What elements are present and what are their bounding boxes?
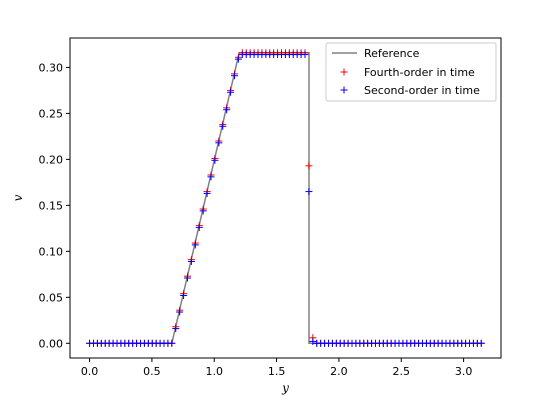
second-order-point — [207, 173, 215, 181]
second-order-point — [176, 308, 184, 316]
y-axis-label: v — [11, 194, 25, 201]
legend-label-fourth-order: Fourth-order in time — [364, 66, 475, 79]
second-order-point — [215, 139, 223, 147]
second-order-point — [180, 291, 188, 299]
second-order-point — [168, 339, 176, 347]
second-order-point — [234, 55, 242, 63]
second-order-point — [195, 223, 203, 231]
y-tick-label: 0.30 — [39, 61, 64, 74]
fourth-order-point — [305, 162, 313, 170]
legend-marker — [340, 86, 348, 94]
second-order-point — [230, 72, 238, 80]
legend: Reference Fourth-order in time Second-or… — [325, 42, 497, 102]
second-order-point — [305, 188, 313, 196]
x-tick-label: 2.5 — [393, 365, 411, 378]
x-tick-label: 1.5 — [268, 365, 286, 378]
legend-label-reference: Reference — [364, 47, 420, 60]
x-axis-label: y — [281, 381, 289, 395]
x-tick-label: 2.0 — [330, 365, 348, 378]
x-tick-label: 0.0 — [81, 365, 99, 378]
x-tick-label: 0.5 — [143, 365, 161, 378]
second-order-point — [301, 51, 309, 59]
legend-box — [325, 42, 497, 102]
legend-marker — [340, 68, 348, 76]
y-tick-label: 0.25 — [39, 107, 64, 120]
plot-layer — [86, 49, 485, 347]
second-order-point — [172, 325, 180, 333]
y-tick-label: 0.05 — [39, 291, 64, 304]
second-order-point — [191, 241, 199, 249]
ticks-layer: 0.0 0.5 1.0 1.5 2.0 2.5 3.0 0.00 0.05 0.10 0.15 0.2… — [39, 61, 473, 378]
y-tick-label: 0.00 — [39, 337, 64, 350]
x-tick-label: 1.0 — [205, 365, 223, 378]
y-tick-label: 0.15 — [39, 199, 64, 212]
second-order-point — [187, 257, 195, 265]
legend-second-order-plus-icon — [340, 86, 348, 94]
second-order-point — [219, 122, 227, 130]
second-order-point — [227, 88, 235, 96]
y-tick-label: 0.20 — [39, 153, 64, 166]
axes-frame — [69, 37, 502, 359]
x-tick-label: 3.0 — [455, 365, 473, 378]
legend-fourth-order-plus-icon — [340, 68, 348, 76]
second-order-point — [203, 189, 211, 197]
y-tick-label: 0.10 — [39, 245, 64, 258]
second-order-point — [223, 106, 231, 114]
second-order-point — [477, 339, 485, 347]
second-order-point — [309, 337, 317, 345]
second-order-point — [211, 156, 219, 164]
legend-label-second-order: Second-order in time — [364, 84, 480, 97]
second-order-point — [183, 274, 191, 282]
second-order-point — [199, 207, 207, 215]
